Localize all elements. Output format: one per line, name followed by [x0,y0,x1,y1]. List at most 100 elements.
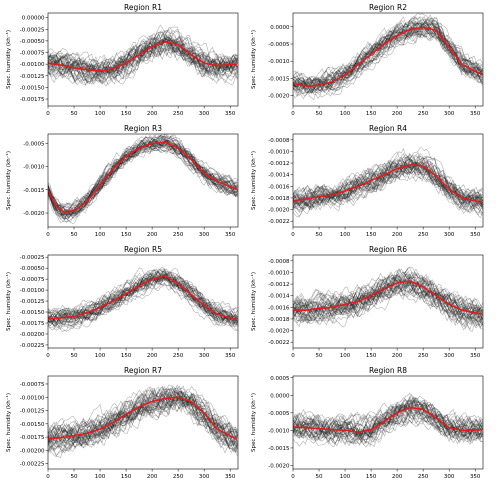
ensemble-line [48,268,238,326]
y-tick-label: -0.0010 [268,428,290,434]
x-tick-label: 200 [392,111,403,117]
axes-frame [47,12,239,107]
axes-frame [47,254,239,349]
x-tick-label: 350 [470,232,481,238]
ensemble-line [48,31,238,72]
ensemble-line [48,143,238,223]
y-tick-label: -0.00075 [20,277,45,283]
panel-title: Region R2 [369,3,407,12]
ensemble-line [48,145,238,222]
x-tick-label: 300 [444,353,455,359]
x-tick-label: 0 [291,111,295,117]
x-tick-label: 0 [46,353,50,359]
ensemble-line [48,389,238,456]
ensemble-line [293,272,483,316]
y-tick-label: -0.0020 [268,208,290,214]
x-tick-label: 300 [444,111,455,117]
ensemble-line [48,270,238,319]
ensemble-line [48,36,238,78]
ensemble-line [293,22,483,93]
ensemble-line [48,274,238,318]
x-tick-label: 350 [470,111,481,117]
ensemble-line [48,274,238,323]
y-tick-label: -0.00125 [20,299,45,305]
x-tick-label: 100 [95,474,106,480]
panel-title: Region R5 [124,245,162,254]
ensemble-line [48,134,238,211]
ensemble-line [293,282,483,322]
y-tick-label: -0.0010 [23,165,45,171]
ensemble-line [293,403,483,439]
ensemble-line [48,273,238,326]
ensemble-line [48,31,238,79]
y-tick-label: -0.0008 [268,138,290,144]
ensemble-line [48,270,238,323]
y-tick-label: -0.0018 [268,196,290,202]
x-tick-label: 150 [366,111,377,117]
ensemble-line [293,397,483,437]
ensemble-line [293,165,483,211]
ensemble-line [293,24,483,89]
x-tick-label: 300 [199,232,210,238]
y-tick-label: -0.00150 [20,422,45,428]
x-tick-label: 200 [147,232,158,238]
ensemble-line [48,37,238,76]
ensemble-line [48,396,238,459]
x-tick-label: 350 [225,111,236,117]
ensemble-line [48,141,238,216]
ensemble-line [293,151,483,205]
ensemble-line [48,29,238,72]
y-tick-label: -0.00150 [20,85,45,91]
y-tick-label: -0.00075 [20,51,45,57]
ensemble-line [48,385,238,444]
y-tick-label: -0.0014 [268,294,290,300]
ensemble-line [48,276,238,331]
ensemble-line [48,143,238,223]
ensemble-line [293,400,483,438]
ensemble-line [293,271,483,330]
y-tick-label: -0.00025 [20,255,45,261]
axes-frame [292,12,484,107]
ensemble-line [293,16,483,89]
ensemble-line [48,384,238,443]
y-axis-label: Spec. humidity (kh⁻¹) [250,30,257,89]
ensemble-line [48,392,238,451]
ensemble-line [48,39,238,82]
ensemble-line [48,388,238,438]
ensemble-line [293,277,483,321]
ensemble-line [48,396,238,453]
ensemble-line [293,152,483,205]
y-tick-label: -0.00100 [20,395,45,401]
ensemble-line [48,44,238,85]
x-tick-label: 200 [392,474,403,480]
axes-frame [292,254,484,349]
ensemble-line [48,139,238,220]
ensemble-line [48,136,238,216]
ensemble-line [293,147,483,206]
x-tick-label: 0 [46,232,50,238]
ensemble-line [293,399,483,438]
ensemble-line [293,406,483,445]
x-tick-label: 150 [366,353,377,359]
mean-line [48,275,238,321]
panel-title: Region R8 [369,366,407,375]
y-tick-label: -0.00175 [20,435,45,441]
ensemble-line [293,281,483,331]
panel-4: 0 50 100 150 200 250 300 350 -0.0008 -0.0010 -0.00… [250,124,484,238]
ensemble-line [293,400,483,440]
ensemble-line [48,34,238,86]
ensemble-line [48,40,238,84]
y-tick-label: -0.00200 [20,448,45,454]
ensemble-line [293,266,483,316]
x-tick-label: 50 [316,111,323,117]
ensemble-line [48,275,238,332]
ensemble-line [48,276,238,331]
ensemble-line [48,24,238,76]
ensemble-line [48,35,238,80]
ensemble-line [48,278,238,330]
ensemble-line [48,141,238,216]
x-tick-label: 50 [71,111,78,117]
ensemble-line [48,28,238,73]
ensemble-line [293,159,483,214]
